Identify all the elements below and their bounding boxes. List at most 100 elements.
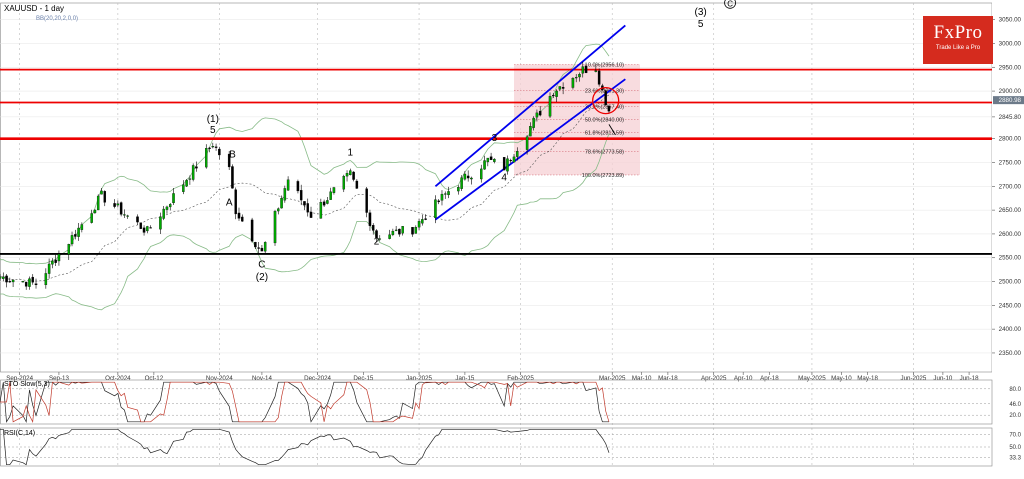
signal-line: [0, 381, 610, 424]
date-tick-label: Sep-13: [49, 375, 70, 382]
candle-body: [113, 203, 116, 207]
candle-body: [218, 148, 221, 156]
candle-body: [24, 281, 28, 287]
price-tick-label: 2650.00: [999, 207, 1022, 214]
date-tick-label: Feb-2025: [507, 375, 534, 382]
wave-c-circle: [724, 0, 736, 9]
date-tick-label: Apr-2025: [701, 375, 727, 382]
indicator-title: BB(20,20,2,0,0): [36, 16, 78, 22]
candle-body: [21, 281, 25, 283]
candle-body: [512, 156, 516, 163]
candle-body: [214, 146, 218, 148]
candle-body: [349, 170, 352, 176]
current-price-marker: [993, 96, 1024, 105]
candle-body: [237, 212, 241, 219]
candle-body: [444, 193, 447, 195]
candle-body: [103, 191, 107, 203]
candle-body: [463, 173, 467, 180]
panel-tick-label: 70.0: [1009, 432, 1021, 438]
candle-body: [0, 276, 2, 279]
date-tick-label: Jan-15: [455, 375, 474, 382]
candle-body: [80, 224, 84, 230]
date-tick-label: May-2025: [798, 375, 826, 382]
rsi-panel: 70.0 50.0 33.3: [0, 427, 1022, 467]
price-tick-label: 2450.00: [999, 302, 1022, 309]
candle-body: [234, 189, 237, 215]
candle-body: [329, 191, 332, 200]
date-tick-label: Dec-2024: [304, 375, 331, 382]
price-levels: [0, 68, 992, 255]
wave-label: 4: [501, 173, 507, 184]
candle-body: [437, 200, 440, 203]
candle-body: [535, 112, 539, 118]
axis-background: [992, 0, 1024, 474]
breakout-circle: [592, 86, 620, 115]
candle-body: [286, 179, 290, 191]
candle-body: [421, 219, 424, 224]
candle-body: [561, 87, 565, 89]
fib-label: 50.0%(2840.00): [585, 118, 624, 124]
candle-body: [509, 160, 512, 162]
candle-body: [116, 203, 120, 206]
wave-label: B: [229, 150, 236, 161]
candle-body: [489, 156, 493, 161]
fib-label: 0.0%(2956.10): [588, 62, 624, 68]
candle-body: [211, 146, 215, 148]
candle-body: [273, 211, 277, 244]
candlesticks: [0, 61, 611, 290]
candle-body: [139, 222, 143, 229]
candle-body: [584, 65, 588, 74]
wave-label: 2: [374, 236, 380, 247]
sto-title: STO Slow(5,3): [4, 381, 50, 388]
candle-body: [299, 190, 303, 201]
candle-body: [365, 188, 368, 213]
price-tick-label: 3050.00: [999, 17, 1022, 24]
date-tick-label: Mar-10: [632, 375, 652, 382]
candle-body: [241, 216, 244, 222]
brand-tagline: Trade Like a Pro: [935, 45, 981, 51]
fib-label: 38.2%(2867.40): [585, 105, 624, 111]
candle-body: [483, 160, 486, 170]
candle-body: [411, 227, 414, 235]
symbol-title: XAUUSD - 1 day: [4, 4, 64, 13]
channel-upper: [434, 24, 626, 187]
candle-body: [96, 195, 100, 211]
candle-body: [126, 215, 129, 217]
candle-body: [401, 226, 404, 234]
price-axis: 3050.00 3000.00 2950.00 2900.00 2845.80 2800.…: [992, 0, 1024, 474]
candle-body: [303, 201, 306, 206]
candle-body: [470, 177, 473, 180]
candle-body: [506, 158, 509, 172]
candle-body: [352, 171, 355, 180]
fib-label: 100.0%(2723.89): [582, 173, 624, 179]
candle-body: [123, 214, 126, 216]
candle-body: [54, 259, 57, 263]
candle-body: [165, 206, 169, 210]
candle-body: [263, 242, 267, 252]
candle-body: [306, 203, 309, 213]
candle-body: [368, 212, 372, 226]
price-tick-label: 2400.00: [999, 326, 1022, 333]
candle-body: [205, 148, 208, 168]
panel-tick-label: 33.3: [1009, 456, 1021, 462]
date-tick-label: Oct-2024: [105, 375, 131, 382]
candle-body: [260, 247, 264, 252]
candle-body: [172, 193, 175, 204]
candle-body: [11, 279, 15, 283]
price-tick-label: 2500.00: [999, 279, 1022, 286]
price-tick-label: 2700.00: [999, 183, 1022, 190]
candle-body: [424, 218, 427, 220]
date-tick-label: Jun-10: [933, 375, 952, 382]
fib-label: 78.6%(2773.58): [585, 149, 624, 155]
candle-body: [250, 219, 254, 242]
date-tick-label: Jun-2025: [901, 375, 927, 382]
panel-tick-label: 50.0: [1009, 445, 1021, 451]
upper-band: [0, 43, 610, 265]
current-price-label: 2880.98: [999, 97, 1022, 104]
date-tick-label: Apr-10: [734, 375, 753, 382]
candle-body: [319, 202, 323, 219]
candle-body: [182, 184, 185, 192]
date-tick-label: Dec-15: [353, 375, 374, 382]
candle-body: [28, 278, 31, 287]
price-tick-label: 2350.00: [999, 350, 1022, 357]
